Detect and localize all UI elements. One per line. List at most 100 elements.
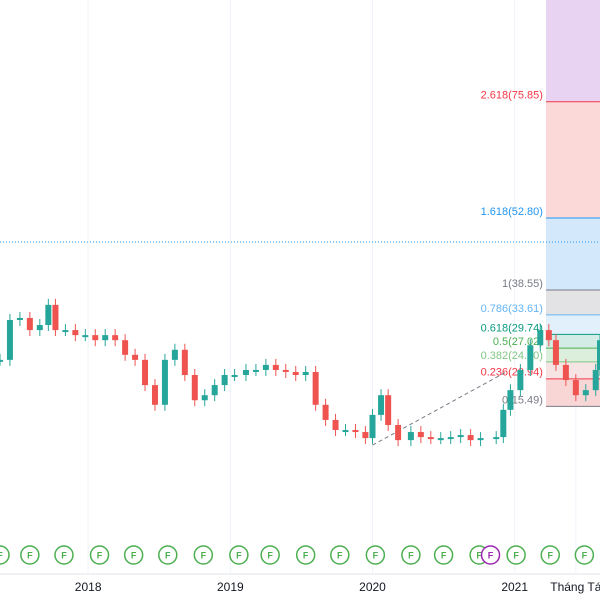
fib-label: 0.786(33.61): [481, 303, 543, 315]
trend-line: [372, 371, 507, 446]
candle-body: [161, 359, 168, 405]
candle-body: [562, 364, 569, 381]
fib-label: 2.618(75.85): [481, 90, 543, 102]
event-marker: [229, 545, 249, 565]
candle-body: [181, 349, 188, 376]
event-marker: [365, 545, 386, 565]
x-tick-label: 2018: [75, 580, 102, 594]
candle-body: [385, 395, 392, 425]
candle-body: [52, 304, 59, 331]
candle-body: [62, 330, 69, 333]
event-marker: [401, 545, 421, 565]
candle-body: [171, 349, 178, 360]
event-marker: [330, 545, 350, 565]
candle-body: [231, 375, 238, 378]
fib-label: 1(38.55): [502, 278, 543, 290]
x-tick-label: 2019: [217, 580, 244, 594]
candle-body: [342, 430, 349, 433]
candle-body: [102, 335, 109, 341]
candle-body: [417, 432, 424, 438]
event-label: F: [303, 550, 309, 560]
event-marker: [20, 545, 40, 565]
candle-body: [500, 409, 507, 438]
event-marker: [0, 545, 10, 565]
event-marker: [540, 545, 560, 565]
event-label: F: [582, 550, 588, 560]
fib-band: [545, 334, 600, 349]
fib-label: 0.5(27.02): [493, 336, 543, 348]
candle-body: [395, 424, 402, 441]
event-marker: [295, 545, 316, 565]
candle-body: [191, 375, 198, 401]
candle-body: [427, 437, 434, 440]
candle-body: [369, 414, 376, 439]
fib-label: 0.382(24.30): [481, 350, 543, 362]
candle-body: [292, 371, 299, 376]
event-marker: [506, 545, 526, 565]
fib-label: 0.618(29.74): [481, 322, 543, 334]
candle-body: [36, 325, 43, 331]
candle-body: [378, 395, 385, 415]
candle-body: [0, 359, 3, 362]
candle-body: [201, 395, 208, 401]
candle-body: [332, 419, 339, 431]
candle-body: [582, 390, 589, 396]
event-marker: [54, 545, 74, 565]
candle-body: [467, 435, 474, 441]
event-label: F: [236, 550, 242, 560]
event-label: F: [97, 550, 103, 560]
candle-body: [142, 359, 149, 386]
candle-body: [151, 385, 158, 405]
fib-label: 1.618(52.80): [481, 206, 543, 218]
candle-body: [592, 369, 599, 391]
candle-body: [545, 330, 552, 341]
fib-band: [545, 101, 600, 219]
candle-body: [72, 330, 79, 336]
candle-body: [597, 340, 600, 370]
event-label: F: [61, 550, 67, 560]
event-label: F: [476, 550, 482, 560]
event-marker: [260, 545, 280, 565]
fib-band: [545, 348, 600, 362]
event-label: F: [201, 550, 207, 560]
candle-body: [507, 390, 514, 410]
x-tick-label: 2020: [359, 580, 386, 594]
candle-body: [252, 369, 259, 372]
candle-body: [272, 364, 279, 370]
fib-band: [545, 218, 600, 290]
candle-body: [437, 438, 444, 441]
candle-body: [26, 317, 33, 331]
event-marker: [158, 545, 178, 565]
event-label: F: [547, 550, 553, 560]
candle-body: [122, 340, 129, 355]
event-marker: [433, 545, 454, 565]
candle-body: [262, 364, 269, 370]
event-marker: [574, 545, 595, 565]
candle-body: [221, 375, 228, 386]
candle-body: [92, 335, 99, 341]
event-label: F: [513, 550, 519, 560]
candle-body: [552, 340, 559, 365]
fib-band: [545, 0, 600, 102]
candle-body: [6, 319, 13, 360]
candle-body: [82, 335, 89, 338]
candle-body: [322, 404, 329, 420]
candle-body: [45, 304, 52, 326]
candle-body: [572, 380, 579, 396]
event-label: F: [165, 550, 171, 560]
event-marker: [89, 545, 110, 565]
candle-body: [527, 345, 534, 370]
event-label: F: [337, 550, 343, 560]
candle-body: [537, 330, 544, 346]
candle-body: [242, 369, 249, 376]
candle-body: [477, 438, 484, 441]
candle-body: [517, 369, 524, 391]
candle-body: [362, 432, 369, 439]
candle-body: [282, 369, 289, 372]
fib-band: [545, 314, 600, 335]
candle-body: [132, 354, 139, 360]
event-label: F: [267, 550, 273, 560]
event-label: F: [373, 550, 379, 560]
candle-body: [312, 371, 319, 405]
